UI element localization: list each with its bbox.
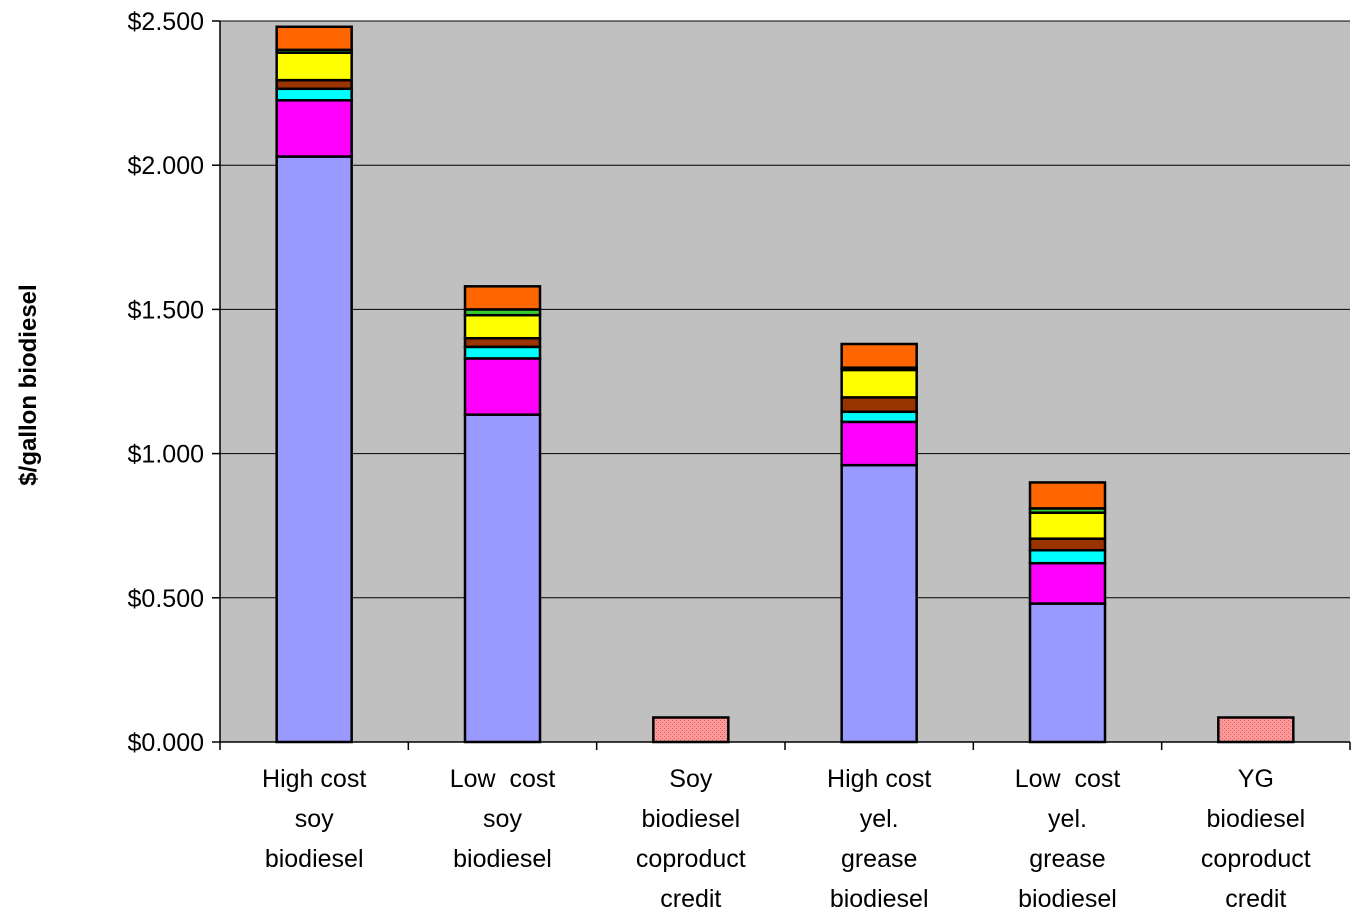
bar-segment bbox=[840, 420, 918, 467]
bar-segment bbox=[463, 357, 542, 416]
bar-segment bbox=[463, 345, 542, 360]
bar-segment bbox=[840, 368, 918, 399]
bar-segment bbox=[275, 87, 353, 102]
bar-segment bbox=[1217, 716, 1295, 744]
bar-segment bbox=[840, 463, 918, 744]
gridlines bbox=[220, 20, 1350, 599]
y-tick-label: $1.000 bbox=[128, 441, 204, 469]
x-axis-ticks: High cost soy biodiesel Low cost soy biodiese… bbox=[219, 742, 1351, 913]
bar-segment bbox=[1028, 561, 1107, 605]
x-category-label: biodiesel bbox=[641, 805, 740, 833]
bar-segment bbox=[463, 413, 542, 744]
x-category-label: coproduct bbox=[1201, 845, 1311, 873]
x-category-label: soy bbox=[483, 805, 522, 833]
bar-segment bbox=[463, 285, 542, 311]
x-category-label: yel. bbox=[1048, 805, 1087, 833]
bar-segment bbox=[1028, 602, 1107, 744]
x-category-label: yel. bbox=[860, 805, 899, 833]
x-category-label: biodiesel bbox=[453, 845, 552, 873]
y-tick-label: $2.500 bbox=[128, 8, 204, 36]
bar-segment bbox=[1028, 481, 1107, 510]
y-tick-label: $0.000 bbox=[128, 729, 204, 757]
bars bbox=[275, 25, 1295, 744]
bar-segment bbox=[652, 716, 730, 744]
x-category-label: coproduct bbox=[636, 845, 746, 873]
plot-area bbox=[220, 21, 1350, 742]
bar-segment bbox=[840, 396, 918, 414]
x-category-label: grease bbox=[841, 845, 917, 873]
bar-segment bbox=[275, 51, 353, 82]
bar-segment bbox=[463, 336, 542, 349]
y-tick-label: $2.000 bbox=[128, 152, 204, 180]
bar-segment bbox=[1028, 511, 1107, 540]
bar-segment bbox=[463, 313, 542, 340]
y-axis-title: $/gallon biodiesel bbox=[15, 284, 42, 485]
x-category-label: soy bbox=[295, 805, 334, 833]
x-category-label: High cost bbox=[262, 765, 366, 793]
x-category-label: Low cost bbox=[450, 765, 556, 793]
bar-segment bbox=[1028, 548, 1107, 565]
x-category-label: Low cost bbox=[1015, 765, 1121, 793]
x-category-label: credit bbox=[660, 885, 721, 913]
x-category-label: grease bbox=[1029, 845, 1105, 873]
bar-segment bbox=[275, 25, 353, 52]
x-category-label: credit bbox=[1225, 885, 1286, 913]
x-category-label: biodiesel bbox=[1018, 885, 1117, 913]
x-category-label: High cost bbox=[827, 765, 931, 793]
x-category-label: Soy bbox=[669, 765, 713, 793]
bar-segment bbox=[840, 342, 918, 369]
bar-segment bbox=[275, 78, 353, 91]
bar-segment bbox=[275, 155, 353, 744]
x-category-label: YG bbox=[1238, 765, 1274, 793]
bar-segment bbox=[1028, 537, 1107, 552]
bar-segment bbox=[275, 99, 353, 158]
bar-segment bbox=[840, 410, 918, 424]
y-tick-label: $1.500 bbox=[128, 296, 204, 324]
y-tick-label: $0.500 bbox=[128, 585, 204, 613]
y-axis-ticks: $0.000 $0.500 $1.000 $1.500 $2.000 $2.500 bbox=[128, 8, 220, 757]
x-category-label: biodiesel bbox=[1206, 805, 1305, 833]
x-category-label: biodiesel bbox=[265, 845, 364, 873]
x-category-label: biodiesel bbox=[830, 885, 929, 913]
